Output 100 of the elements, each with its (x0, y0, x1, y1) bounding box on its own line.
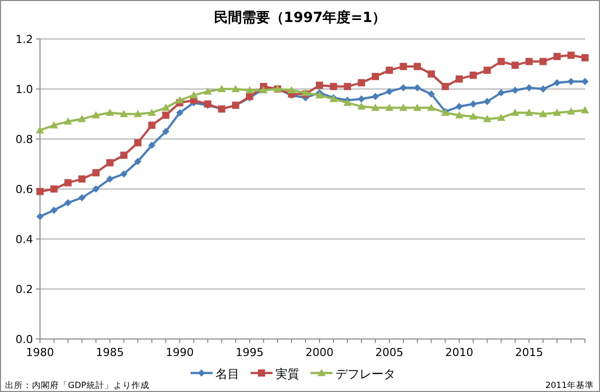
point (190, 91, 198, 98)
x-tick-label: 1985 (96, 346, 124, 359)
point (106, 175, 114, 183)
legend-label: 名目 (216, 367, 240, 381)
point (50, 185, 58, 193)
point (470, 72, 477, 79)
point (176, 109, 184, 116)
point (134, 110, 142, 118)
point (538, 110, 548, 118)
point (371, 104, 380, 111)
x-tick-label: 1995 (236, 346, 264, 359)
point (204, 87, 212, 95)
y-tick-label: 0.8 (16, 133, 33, 146)
x-tick-label: 2015 (515, 346, 544, 359)
point (106, 159, 114, 166)
y-tick-label: 0.2 (16, 283, 33, 296)
point (36, 126, 44, 134)
point (162, 112, 170, 119)
point (134, 139, 142, 146)
point (148, 108, 156, 116)
point (526, 84, 533, 92)
point (50, 121, 58, 128)
point (442, 82, 449, 90)
point (428, 70, 435, 78)
y-tick-label: 0.4 (16, 233, 33, 246)
point (232, 84, 240, 92)
point (456, 102, 463, 110)
point (246, 86, 254, 94)
x-tick-label: 2005 (375, 346, 404, 359)
point (36, 212, 44, 220)
point (148, 142, 156, 149)
x-tick-label: 2000 (305, 346, 334, 359)
point (428, 90, 435, 98)
point (483, 114, 492, 122)
point (455, 111, 464, 118)
point (567, 52, 575, 59)
point (580, 106, 590, 114)
point (134, 158, 142, 166)
point (456, 75, 463, 83)
point (414, 84, 421, 92)
point (36, 188, 44, 196)
point (344, 82, 352, 90)
point (581, 54, 589, 62)
x-tick-label: 1990 (166, 346, 194, 359)
y-tick-label: 0.6 (16, 183, 33, 196)
point (372, 92, 379, 100)
point (92, 169, 100, 176)
point (78, 194, 86, 202)
y-tick-label: 0.0 (16, 333, 33, 346)
point (512, 62, 519, 69)
point (400, 84, 407, 92)
point (539, 58, 547, 66)
legend-label: 実質 (276, 367, 300, 381)
text: 出所：内閣府「GDP統計」より作成 (5, 380, 150, 391)
point (357, 102, 366, 110)
point (484, 66, 491, 74)
text: 2011年基準 (545, 380, 594, 391)
point (120, 170, 128, 178)
point (92, 185, 100, 193)
point (498, 89, 505, 96)
point (498, 58, 505, 66)
point (552, 108, 562, 116)
point (162, 104, 170, 111)
point (469, 112, 478, 120)
y-tick-label: 1.0 (16, 83, 33, 96)
point (526, 58, 533, 66)
point (162, 128, 170, 136)
point (218, 84, 226, 92)
y-tick-label: 1.2 (16, 33, 33, 46)
point (50, 206, 58, 214)
point (78, 175, 86, 183)
point (385, 104, 394, 111)
point (120, 152, 128, 159)
point (316, 82, 324, 89)
point (92, 111, 100, 118)
point (106, 108, 114, 116)
point (427, 104, 436, 111)
point (330, 82, 338, 90)
point (176, 96, 184, 104)
point (413, 104, 422, 111)
point (64, 199, 72, 206)
point (497, 114, 506, 121)
point (120, 110, 128, 118)
point (148, 122, 156, 129)
point (358, 79, 366, 86)
x-tick-label: 2010 (445, 346, 474, 359)
point (78, 114, 86, 122)
point (525, 108, 534, 116)
point (484, 98, 491, 106)
point (553, 52, 561, 60)
point (511, 108, 520, 116)
point (372, 72, 379, 80)
point (64, 117, 72, 125)
chart-title: 民間需要（1997年度=1） (214, 9, 386, 26)
point (400, 62, 407, 70)
point (539, 85, 547, 93)
point (386, 66, 393, 74)
point (399, 104, 408, 111)
point (287, 86, 296, 94)
point (512, 86, 519, 94)
